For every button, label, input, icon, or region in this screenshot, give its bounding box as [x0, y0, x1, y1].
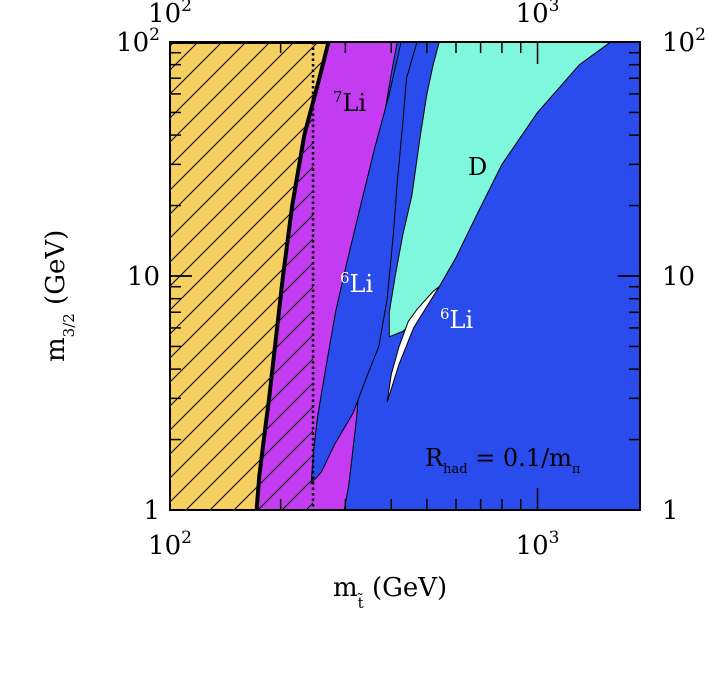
- x-tick-label-top: 102: [148, 0, 192, 29]
- y-tick-label-left: 102: [116, 25, 160, 58]
- label-li6-upper: 6Li: [340, 269, 373, 298]
- annotation-r-had: Rhad = 0.1/mπ: [425, 444, 581, 477]
- boundary-curve: [170, 42, 331, 510]
- x-tick-label-top: 103: [516, 0, 560, 29]
- y-tick-label-right: 10: [662, 262, 695, 292]
- label-li6-lower: 6Li: [440, 305, 473, 334]
- y-tick-label-right: 1: [662, 496, 679, 526]
- y-tick-label-left: 1: [143, 496, 160, 526]
- label-li7: 7Li: [333, 88, 366, 117]
- y-tick-label-right: 102: [662, 25, 706, 58]
- x-axis-title: mt̃ (GeV): [333, 573, 447, 612]
- hatch-li7: [170, 42, 313, 510]
- regions: [170, 42, 640, 510]
- x-tick-label-bottom: 102: [148, 528, 192, 561]
- y-tick-label-left: 10: [127, 262, 160, 292]
- y-axis-title: m3/2 (GeV): [41, 230, 78, 362]
- label-d: D: [468, 153, 487, 181]
- region-allowed: [386, 286, 440, 402]
- x-tick-label-bottom: 103: [516, 528, 560, 561]
- hatch-excluded: [170, 42, 329, 510]
- region-li6: [310, 42, 418, 485]
- axis-ticks: [169, 41, 640, 511]
